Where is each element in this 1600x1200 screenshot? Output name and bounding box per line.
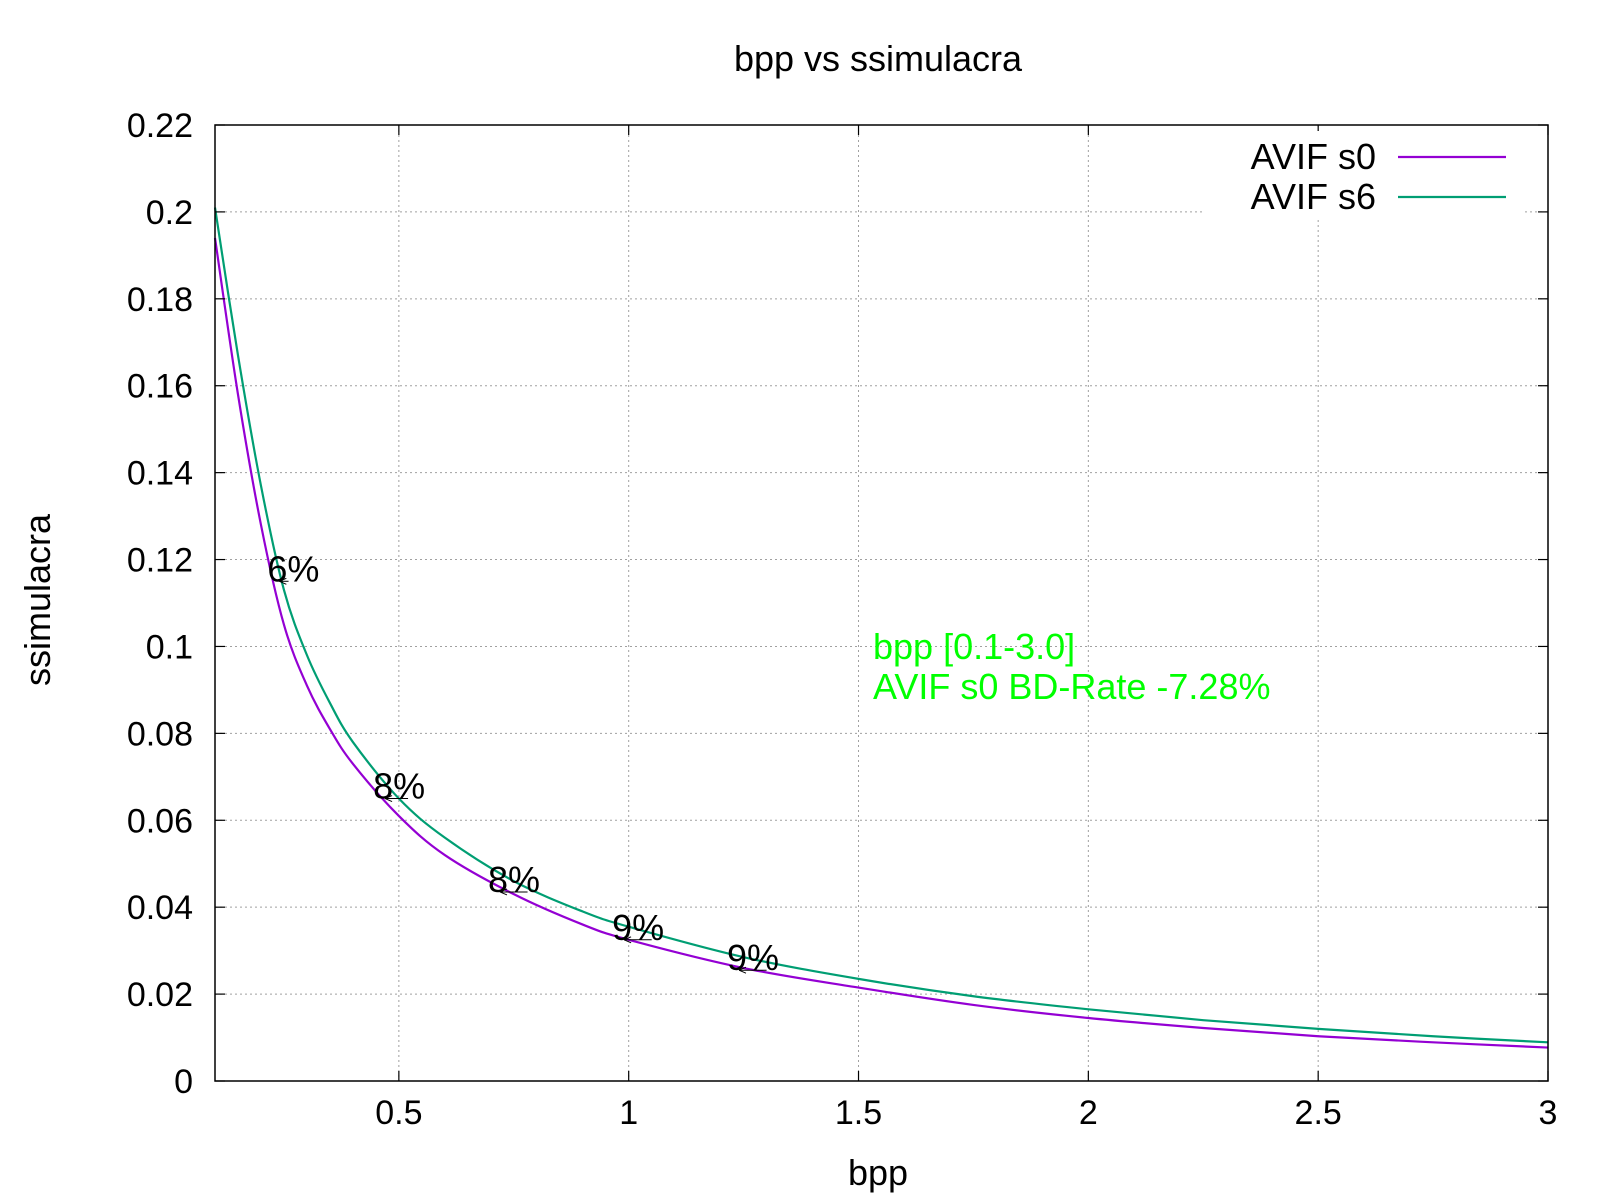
x-tick-label: 0.5 xyxy=(375,1094,422,1132)
legend-label: AVIF s0 xyxy=(1251,136,1376,177)
x-axis-label: bpp xyxy=(848,1152,908,1193)
y-tick-label: 0.08 xyxy=(127,715,193,753)
y-tick-label: 0.2 xyxy=(146,194,193,232)
x-tick-label: 3 xyxy=(1539,1094,1558,1132)
plot-border xyxy=(214,124,1549,1082)
bd-rate-line: AVIF s0 BD-Rate -7.28% xyxy=(873,666,1270,707)
y-axis-label: ssimulacra xyxy=(17,513,58,686)
x-tick-label: 1 xyxy=(619,1094,638,1132)
annotation-label: 8% xyxy=(373,766,425,807)
y-tick-label: 0.02 xyxy=(127,976,193,1014)
x-tick-label: 1.5 xyxy=(835,1094,882,1132)
y-tick-label: 0.06 xyxy=(127,802,193,840)
y-tick-label: 0.1 xyxy=(146,628,193,666)
x-tick-label: 2.5 xyxy=(1295,1094,1342,1132)
plot-frame xyxy=(214,124,1549,1082)
annotation-arrowhead xyxy=(738,966,747,974)
annotations: 6% 8% 8% 9% 9% xyxy=(267,548,779,978)
y-tick-label: 0.22 xyxy=(127,107,193,145)
legend-background xyxy=(1205,131,1523,217)
series-line-avif-s6 xyxy=(213,207,1549,1044)
y-tick-label: 0.18 xyxy=(127,281,193,319)
annotation-label: 8% xyxy=(488,859,540,900)
annotation-arrowhead xyxy=(499,888,508,896)
series-lines xyxy=(213,207,1549,1049)
tick-labels: 0.5 1 1.5 2 2.5 3 0 0.02 0.04 0.06 0.08 0.1 0.12 0.14… xyxy=(127,107,1558,1132)
annotation-arrowhead xyxy=(384,795,393,803)
bd-rate-line: bpp [0.1-3.0] xyxy=(873,626,1075,667)
annotation-label: 6% xyxy=(267,548,319,589)
annotation-label: 9% xyxy=(727,937,779,978)
y-tick-label: 0.14 xyxy=(127,455,193,493)
bd-rate-annotation: bpp [0.1-3.0]AVIF s0 BD-Rate -7.28% xyxy=(873,626,1270,707)
y-tick-label: 0.04 xyxy=(127,889,193,927)
annotation-label: 9% xyxy=(612,907,664,948)
annotation-arrowhead xyxy=(279,577,287,585)
x-tick-label: 2 xyxy=(1079,1094,1098,1132)
y-tick-label: 0.12 xyxy=(127,542,193,580)
series-line-avif-s0 xyxy=(213,237,1549,1049)
y-tick-label: 0 xyxy=(174,1063,193,1101)
annotation-arrowhead xyxy=(623,936,632,944)
y-tick-label: 0.16 xyxy=(127,368,193,406)
chart-title: bpp vs ssimulacra xyxy=(734,38,1023,79)
legend-label: AVIF s6 xyxy=(1251,176,1376,217)
